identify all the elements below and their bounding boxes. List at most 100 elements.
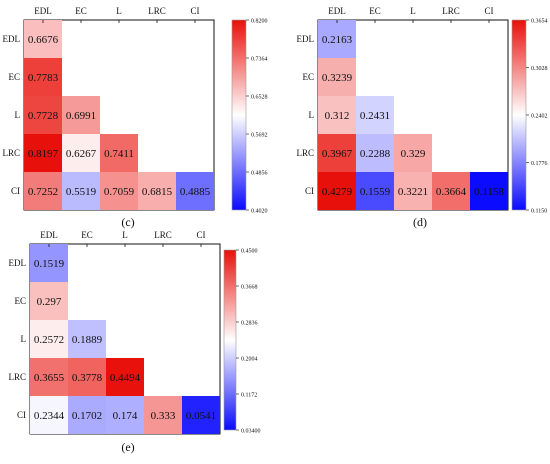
cell-value-label: 0.7252 (28, 186, 58, 198)
cell-value-label: 0.7059 (104, 186, 135, 198)
heatmap-cell (318, 96, 356, 134)
heatmap-panel: 0.6676 0.7783 0.7728 0.6991 0.8197 0.6267 0.74… (2, 6, 267, 229)
heatmap-cell (182, 396, 220, 434)
cell-value-label: 0.2572 (34, 334, 64, 346)
cell-value-label: 0.1889 (72, 334, 103, 346)
cell-value-label: 0.4494 (110, 372, 141, 384)
colorbar-tick-label: 0.03400 (241, 429, 261, 435)
heatmap-cell (68, 320, 106, 358)
heatmap-cell (318, 20, 356, 58)
heatmap-cell (24, 20, 62, 58)
heatmap-cell (432, 172, 470, 210)
cell-value-label: 0.2344 (34, 410, 65, 422)
row-tick-label: CI (11, 186, 20, 196)
column-tick-label: L (116, 6, 122, 16)
heatmap-cell (144, 396, 182, 434)
column-tick-label: EDL (34, 6, 52, 16)
row-tick-label: CI (305, 186, 314, 196)
cell-value-label: 0.7411 (104, 148, 134, 160)
cell-value-label: 0.3221 (398, 186, 428, 198)
row-tick-label: LRC (2, 148, 20, 158)
heatmap-cell (394, 172, 432, 210)
colorbar-tick-label: 0.1150 (531, 209, 547, 215)
colorbar-tick-label: 0.8200 (251, 19, 268, 25)
heatmap-cell (62, 172, 100, 210)
colorbar-tick-label: 0.4856 (251, 171, 268, 177)
heatmap-cell (30, 320, 68, 358)
cell-value-label: 0.3967 (322, 148, 353, 160)
cell-value-label: 0.2431 (360, 110, 390, 122)
column-tick-label: LRC (154, 230, 172, 240)
heatmap-cell (24, 96, 62, 134)
colorbar-tick-label: 0.3028 (531, 66, 548, 72)
row-tick-label: EC (302, 72, 314, 82)
cell-value-label: 0.7783 (28, 72, 59, 84)
heatmap-cell (68, 396, 106, 434)
heatmap-cell (318, 172, 356, 210)
column-tick-label: EC (369, 6, 381, 16)
cell-value-label: 0.1519 (34, 258, 65, 270)
column-tick-label: LRC (148, 6, 166, 16)
colorbar-tick-label: 0.1776 (531, 161, 548, 167)
heatmap-cell (24, 134, 62, 172)
cell-value-label: 0.6991 (66, 110, 96, 122)
cell-value-label: 0.3778 (72, 372, 103, 384)
colorbar-tick-label: 0.3668 (241, 285, 258, 291)
column-tick-label: EC (75, 6, 87, 16)
heatmap-cell (394, 134, 432, 172)
cell-value-label: 0.333 (151, 410, 176, 422)
heatmap-cell (24, 172, 62, 210)
cell-value-label: 0.3239 (322, 72, 353, 84)
colorbar (511, 19, 527, 211)
column-tick-label: EDL (328, 6, 346, 16)
heatmap-cell (30, 282, 68, 320)
row-tick-label: EDL (297, 34, 315, 44)
heatmap-cell (356, 172, 394, 210)
cell-value-label: 0.5519 (66, 186, 97, 198)
colorbar-tick-label: 0.6528 (251, 95, 268, 101)
heatmap-cell (30, 244, 68, 282)
heatmap-cell (106, 396, 144, 434)
column-tick-label: CI (191, 6, 200, 16)
cell-value-label: 0.0541 (186, 410, 216, 422)
cell-value-label: 0.6676 (28, 34, 59, 46)
heatmap-cell (106, 358, 144, 396)
heatmap-cell (356, 134, 394, 172)
cell-value-label: 0.7728 (28, 110, 59, 122)
colorbar-tick-label: 0.7364 (251, 57, 268, 63)
heatmap-cell (138, 172, 176, 210)
column-tick-label: LRC (442, 6, 460, 16)
heatmap-cell (62, 134, 100, 172)
colorbar-tick-label: 0.2402 (531, 114, 548, 120)
heatmap-cell (356, 96, 394, 134)
panel-label: (d) (413, 215, 427, 229)
column-tick-label: L (410, 6, 416, 16)
cell-value-label: 0.8197 (28, 148, 59, 160)
cell-value-label: 0.1158 (474, 186, 504, 198)
colorbar-tick-label: 0.4020 (251, 209, 268, 215)
row-tick-label: EDL (3, 34, 21, 44)
cell-value-label: 0.1559 (360, 186, 391, 198)
row-tick-label: CI (17, 410, 26, 420)
heatmap-cell (24, 58, 62, 96)
column-tick-label: L (122, 230, 128, 240)
row-tick-label: L (21, 334, 27, 344)
cell-value-label: 0.3664 (436, 186, 467, 198)
cell-value-label: 0.312 (325, 110, 350, 122)
row-tick-label: EC (8, 72, 20, 82)
heatmap-cell (318, 134, 356, 172)
heatmap-cell (30, 358, 68, 396)
heatmap-cell (100, 134, 138, 172)
cell-value-label: 0.297 (37, 296, 62, 308)
row-tick-label: EDL (9, 258, 27, 268)
cell-value-label: 0.4885 (180, 186, 211, 198)
heatmap-cell (62, 96, 100, 134)
colorbar (231, 19, 247, 211)
colorbar (223, 249, 237, 431)
column-tick-label: EDL (40, 230, 58, 240)
heatmap-panel: 0.2163 0.3239 0.312 0.2431 0.3967 0.2288 0.329… (296, 6, 547, 229)
column-tick-label: CI (197, 230, 206, 240)
heatmap-cell (318, 58, 356, 96)
cell-value-label: 0.6267 (66, 148, 97, 160)
